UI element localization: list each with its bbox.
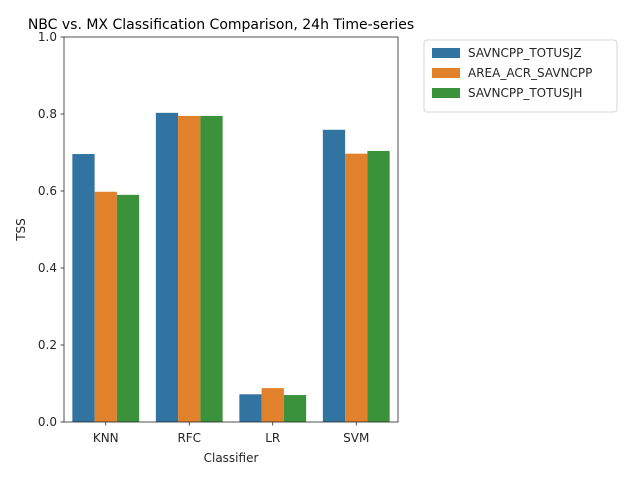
x-axis-label: Classifier — [204, 451, 259, 465]
y-axis-label: TSS — [14, 218, 28, 242]
y-axis: 0.0 0.2 0.4 0.6 0.8 1.0 — [38, 30, 64, 429]
bar-knn-series-1 — [72, 154, 95, 423]
plot-area — [72, 112, 390, 423]
y-tick-label: 0.0 — [38, 415, 57, 429]
bar-svm-series-2 — [345, 153, 368, 422]
bar-knn-series-2 — [94, 191, 117, 422]
x-tick-label: KNN — [93, 431, 119, 445]
legend-label: SAVNCPP_TOTUSJZ — [468, 46, 582, 60]
bar-rfc-series-2 — [178, 115, 201, 423]
legend-swatch — [432, 68, 460, 78]
y-tick-label: 1.0 — [38, 30, 57, 44]
bar-lr-series-2 — [261, 388, 284, 422]
bar-lr-series-1 — [239, 394, 262, 422]
x-tick-label: LR — [265, 431, 280, 445]
legend-swatch — [432, 88, 460, 98]
y-tick-label: 0.2 — [38, 338, 57, 352]
y-tick-label: 0.4 — [38, 261, 57, 275]
chart-title: NBC vs. MX Classification Comparison, 24… — [28, 17, 414, 33]
plot-frame — [63, 36, 399, 423]
legend: SAVNCPP_TOTUSJZ AREA_ACR_SAVNCPP SAVNCPP_T… — [423, 39, 618, 113]
bar-svm-series-3 — [367, 150, 390, 422]
legend-frame — [423, 39, 618, 113]
bar-svm-series-1 — [322, 129, 346, 422]
x-tick-label: RFC — [177, 431, 201, 445]
y-tick-label: 0.6 — [38, 184, 57, 198]
legend-label: SAVNCPP_TOTUSJH — [468, 86, 582, 100]
bar-lr-series-3 — [283, 395, 307, 422]
legend-swatch — [432, 48, 460, 58]
bar-rfc-series-1 — [155, 112, 179, 422]
bar-knn-series-3 — [116, 194, 140, 422]
bar-rfc-series-3 — [200, 115, 223, 423]
y-tick-label: 0.8 — [38, 107, 57, 121]
legend-label: AREA_ACR_SAVNCPP — [468, 66, 592, 80]
x-axis: KNN RFC LR SVM — [93, 422, 369, 445]
x-tick-label: SVM — [343, 431, 369, 445]
